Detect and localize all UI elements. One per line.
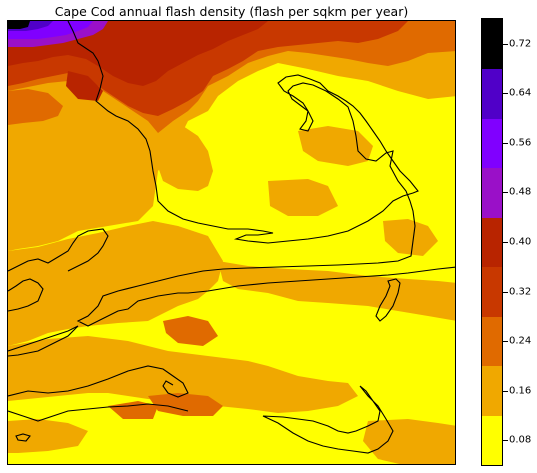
colorbar-swatch <box>482 217 502 268</box>
flash-density-map <box>7 20 456 465</box>
colorbar-tick <box>503 291 508 293</box>
colorbar-tick-label: 0.56 <box>509 137 532 149</box>
coastline <box>8 21 455 454</box>
colorbar-tick <box>503 192 508 194</box>
colorbar <box>481 18 503 466</box>
colorbar-tick <box>503 93 508 95</box>
colorbar-tick <box>503 390 508 392</box>
colorbar-tick <box>503 341 508 343</box>
colorbar-tick <box>503 440 508 442</box>
colorbar-tick-label: 0.48 <box>509 186 532 198</box>
colorbar-swatch <box>482 415 502 466</box>
colorbar-tick-label: 0.72 <box>509 38 532 50</box>
colorbar-swatch <box>482 19 502 70</box>
colorbar-tick-label: 0.32 <box>509 286 532 298</box>
colorbar-swatch <box>482 167 502 218</box>
colorbar-swatch <box>482 266 502 317</box>
map-title: Cape Cod annual flash density (flash per… <box>54 4 409 19</box>
colorbar-tick-label: 0.40 <box>509 236 532 248</box>
colorbar-swatch <box>482 365 502 416</box>
colorbar-tick <box>503 43 508 45</box>
colorbar-tick-label: 0.16 <box>509 385 532 397</box>
colorbar-tick <box>503 242 508 243</box>
colorbar-tick-label: 0.24 <box>509 335 532 347</box>
colorbar-swatch <box>482 68 502 119</box>
colorbar-tick-label: 0.08 <box>509 434 532 446</box>
colorbar-tick <box>503 142 508 144</box>
density-band-high <box>8 21 108 47</box>
colorbar-swatch <box>482 316 502 367</box>
density-map-svg <box>8 21 455 464</box>
colorbar-swatch <box>482 118 502 169</box>
colorbar-tick-label: 0.64 <box>509 87 532 99</box>
